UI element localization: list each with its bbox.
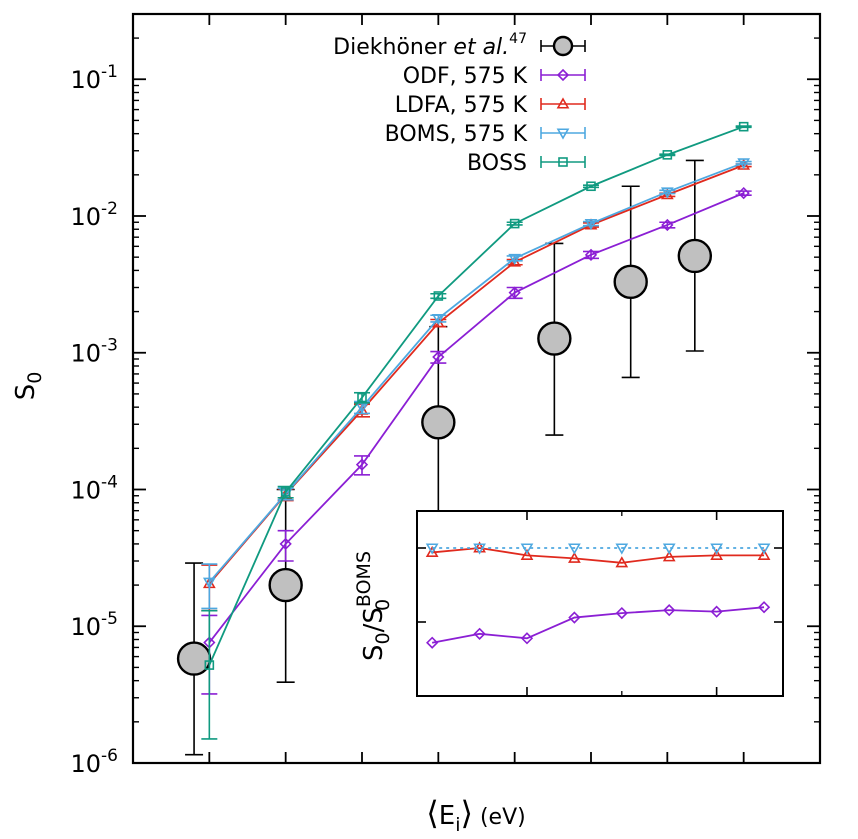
data-point <box>677 238 713 274</box>
data-point <box>355 458 369 471</box>
inset-y-axis-title: S0/SBOMS0 <box>353 551 394 661</box>
inset-data-point <box>425 545 439 557</box>
data-point <box>584 248 598 261</box>
inset-data-point <box>615 606 628 620</box>
legend-label: BOSS <box>467 151 527 176</box>
y-tick-label: 10-2 <box>71 199 119 231</box>
legend-marker <box>558 157 568 167</box>
y-tick-label: 10-5 <box>71 609 119 641</box>
inset-data-point <box>568 543 581 555</box>
data-point <box>737 186 750 200</box>
legend-marker <box>552 35 574 57</box>
inset-data-point <box>710 605 723 618</box>
inset-data-point <box>710 548 724 560</box>
data-point <box>537 321 572 356</box>
inset-data-point <box>710 543 724 555</box>
series-1 <box>201 186 752 695</box>
data-point <box>431 313 445 326</box>
inset-data-point <box>615 543 629 555</box>
inset-plot: S0/SBOMS0 <box>353 510 784 697</box>
legend-label: LDFA, 575 K <box>395 93 528 118</box>
inset-data-point <box>615 556 629 568</box>
data-point <box>586 181 596 192</box>
inset-data-point <box>473 627 486 640</box>
data-point <box>661 218 674 232</box>
inset-data-point <box>568 611 581 624</box>
series-3 <box>201 158 752 610</box>
series-line <box>208 161 744 583</box>
series-4 <box>201 121 752 740</box>
data-point <box>432 350 445 364</box>
inset-data-point <box>426 636 439 649</box>
data-point <box>204 660 215 670</box>
inset-data-point <box>663 604 676 617</box>
data-point <box>660 187 674 199</box>
inset-series-1 <box>425 541 771 568</box>
inset-data-point <box>473 543 486 555</box>
data-point <box>738 121 749 132</box>
x-axis-title: ⟨Ei⟩ (eV) <box>426 794 525 836</box>
inset-data-point <box>520 543 534 555</box>
inset-data-point <box>568 551 581 563</box>
data-point <box>357 392 367 403</box>
y-tick-label: 10-6 <box>71 746 119 778</box>
data-point <box>508 286 521 299</box>
inset-series-2 <box>425 543 771 555</box>
data-point <box>268 567 303 603</box>
y-tick-label: 10-1 <box>71 62 119 94</box>
y-axis-title: S0 <box>11 372 46 401</box>
data-point <box>202 577 216 589</box>
data-point <box>509 218 520 229</box>
main-plot: 10-6 10-5 10-4 10-3 10-2 10-1 ⟨Ei⟩ (eV) S0 <box>11 12 822 836</box>
series-line <box>208 192 745 644</box>
inset-data-point <box>757 548 771 560</box>
data-point <box>737 158 751 170</box>
plot-frame <box>131 12 822 765</box>
data-point <box>613 264 648 300</box>
inset-data-point <box>520 632 534 645</box>
legend-label: BOMS, 575 K <box>385 122 528 147</box>
data-point <box>421 405 456 440</box>
y-tick-label: 10-4 <box>71 472 119 504</box>
series-0 <box>176 159 713 756</box>
data-point <box>584 219 598 231</box>
inset-data-point <box>757 601 771 614</box>
series-line <box>208 125 744 666</box>
inset-series-line <box>432 606 765 644</box>
legend-label: Diekhöner et al.47 <box>333 31 527 60</box>
legend-marker <box>556 68 570 82</box>
inset-data-point <box>425 543 439 555</box>
data-point <box>279 537 292 551</box>
y-tick-label: 10-3 <box>71 336 119 368</box>
inset-data-point <box>757 543 771 555</box>
inset-data-point <box>520 548 534 560</box>
data-point <box>662 150 673 160</box>
legend-marker <box>556 128 570 140</box>
legend-label: ODF, 575 K <box>403 64 528 89</box>
data-point <box>508 253 522 265</box>
data-point <box>433 291 444 301</box>
data-point <box>280 487 291 497</box>
inset-series-line <box>432 547 765 564</box>
inset-series-0 <box>426 601 771 649</box>
legend: Diekhöner et al.47 ODF, 575 K LDFA, 575 K B… <box>333 31 586 176</box>
inset-data-point <box>662 550 676 562</box>
legend-marker <box>556 97 570 109</box>
inset-frame <box>416 510 784 697</box>
inset-data-point <box>662 543 676 555</box>
